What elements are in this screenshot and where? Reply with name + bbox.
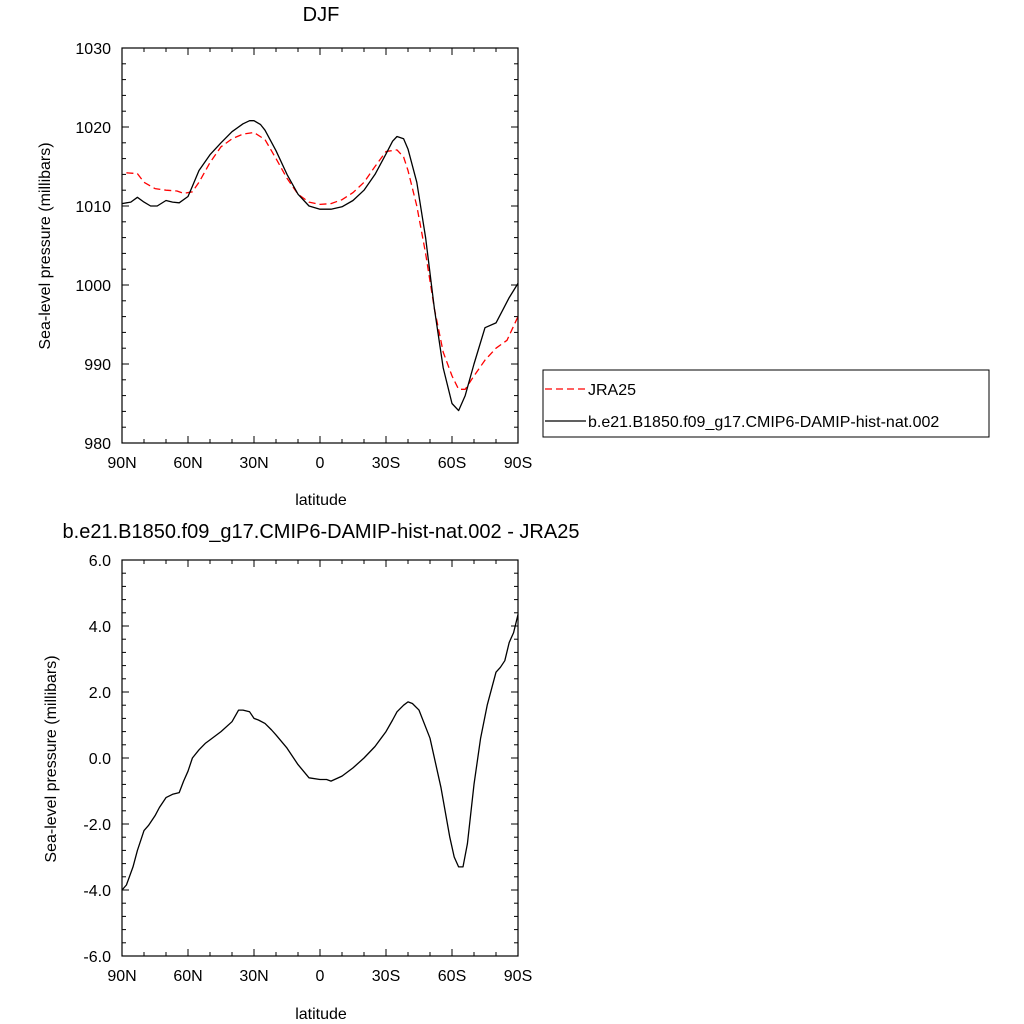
bottom-y-tick-label: 6.0 bbox=[89, 553, 111, 570]
bottom-series-line-0 bbox=[121, 614, 519, 891]
top-x-tick-label: 30S bbox=[372, 455, 400, 472]
top-x-tick-label: 60N bbox=[173, 455, 202, 472]
bottom-chart-title: b.e21.B1850.f09_g17.CMIP6-DAMIP-hist-nat… bbox=[63, 521, 580, 543]
top-y-tick-label: 1000 bbox=[75, 278, 111, 295]
bottom-x-tick-label: 30S bbox=[372, 968, 400, 985]
top-panel: DJF latitude Sea-level pressure (milliba… bbox=[37, 4, 532, 509]
top-x-tick-label: 30N bbox=[239, 455, 268, 472]
bottom-y-tick-label: 4.0 bbox=[89, 619, 111, 636]
top-y-axis-title: Sea-level pressure (millibars) bbox=[37, 142, 54, 349]
bottom-panel: b.e21.B1850.f09_g17.CMIP6-DAMIP-hist-nat… bbox=[43, 521, 579, 1023]
top-y-tick-label: 1020 bbox=[75, 120, 111, 137]
top-x-tick-label: 90N bbox=[107, 455, 136, 472]
top-y-tick-label: 980 bbox=[84, 436, 111, 453]
top-y-tick-label: 1030 bbox=[75, 41, 111, 58]
legend-label-model: b.e21.B1850.f09_g17.CMIP6-DAMIP-hist-nat… bbox=[588, 414, 939, 431]
legend-label-jra25: JRA25 bbox=[588, 382, 636, 399]
bottom-y-tick-label: -6.0 bbox=[83, 949, 111, 966]
bottom-y-tick-label: -2.0 bbox=[83, 817, 111, 834]
legend: JRA25 b.e21.B1850.f09_g17.CMIP6-DAMIP-hi… bbox=[542, 369, 990, 438]
bottom-x-tick-label: 90N bbox=[107, 968, 136, 985]
top-x-tick-label: 0 bbox=[316, 455, 325, 472]
bottom-x-tick-label: 60N bbox=[173, 968, 202, 985]
top-series-line-1 bbox=[121, 120, 519, 412]
top-chart-title: DJF bbox=[303, 4, 340, 26]
top-y-tick-label: 990 bbox=[84, 357, 111, 374]
top-series-line-0 bbox=[126, 131, 519, 390]
legend-box bbox=[542, 369, 990, 438]
top-x-axis-title: latitude bbox=[295, 492, 347, 509]
top-x-tick-label: 90S bbox=[504, 455, 532, 472]
bottom-plot-frame bbox=[121, 559, 519, 957]
bottom-y-tick-label: 0.0 bbox=[89, 751, 111, 768]
bottom-x-axis-title: latitude bbox=[295, 1006, 347, 1023]
bottom-y-tick-label: 2.0 bbox=[89, 685, 111, 702]
top-plot-frame bbox=[121, 47, 519, 444]
bottom-x-tick-label: 90S bbox=[504, 968, 532, 985]
top-x-tick-label: 60S bbox=[438, 455, 466, 472]
bottom-y-axis-title: Sea-level pressure (millibars) bbox=[43, 655, 60, 862]
top-y-tick-label: 1010 bbox=[75, 199, 111, 216]
bottom-x-tick-label: 0 bbox=[316, 968, 325, 985]
bottom-x-tick-label: 30N bbox=[239, 968, 268, 985]
bottom-y-tick-label: -4.0 bbox=[83, 883, 111, 900]
bottom-x-tick-label: 60S bbox=[438, 968, 466, 985]
